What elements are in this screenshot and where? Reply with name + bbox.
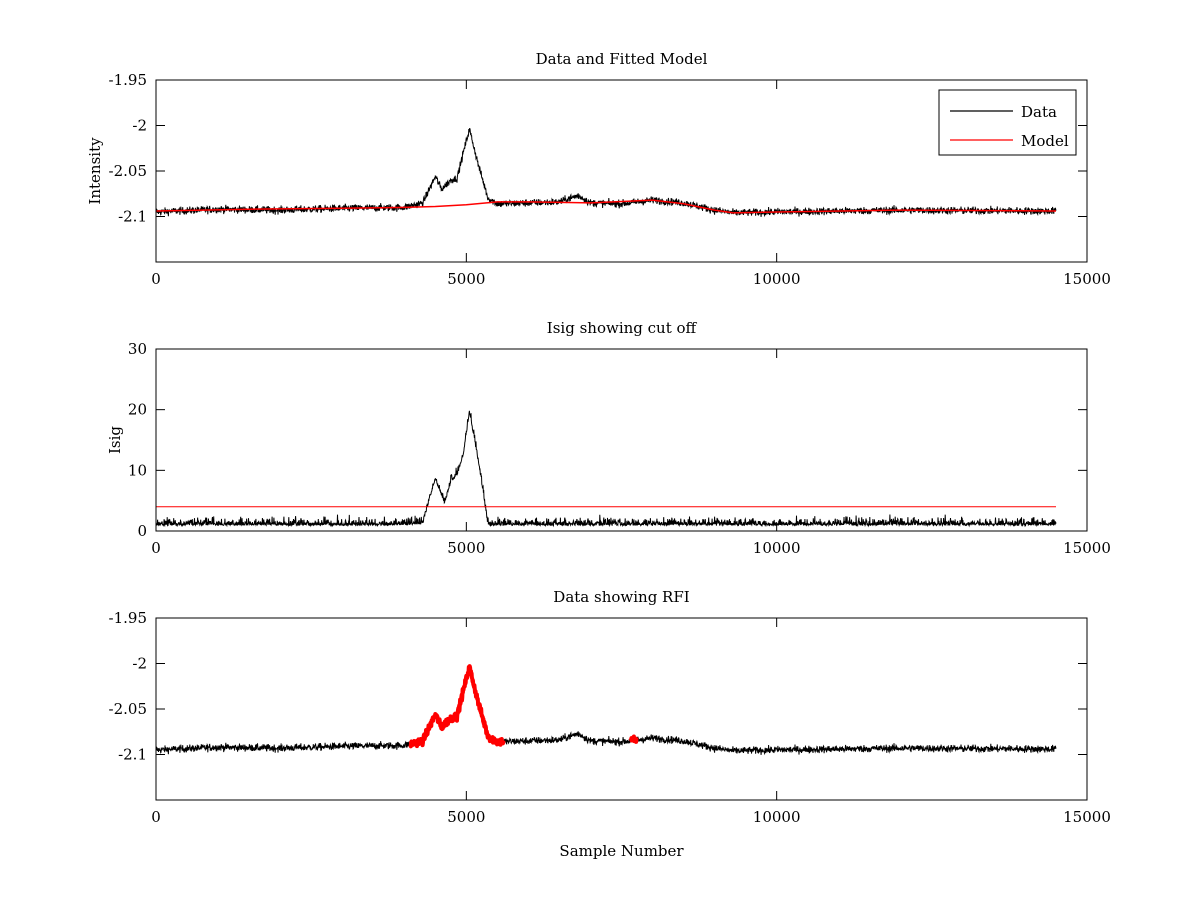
x-tick-label: 10000 (753, 808, 801, 826)
plot-area (156, 80, 1087, 262)
subplot-3 (155, 617, 1088, 801)
y-tick-label: -1.95 (109, 71, 147, 89)
chart-title: Data showing RFI (553, 588, 689, 606)
x-tick-label: 0 (151, 539, 161, 557)
y-tick-label: -2.05 (109, 162, 147, 180)
x-tick-label: 10000 (753, 539, 801, 557)
x-tick-label: 5000 (447, 539, 485, 557)
y-tick-label: 30 (128, 340, 147, 358)
x-tick-label: 15000 (1063, 539, 1111, 557)
x-tick-label: 0 (151, 270, 161, 288)
subplot-2 (155, 348, 1088, 532)
x-tick-label: 0 (151, 808, 161, 826)
legend-label-model: Model (1021, 132, 1069, 150)
legend (938, 89, 1077, 156)
subplot-1 (155, 79, 1088, 263)
axes-box (155, 348, 1088, 532)
x-tick-label: 5000 (447, 270, 485, 288)
series-isig (155, 410, 1057, 528)
chart-title: Data and Fitted Model (536, 50, 708, 68)
y-axis-label: Isig (106, 426, 124, 454)
plot-area (156, 349, 1087, 531)
y-tick-label: -2 (132, 655, 147, 673)
x-tick-label: 10000 (753, 270, 801, 288)
x-tick-label: 5000 (447, 808, 485, 826)
y-tick-label: 10 (128, 461, 147, 479)
plot-area (156, 618, 1087, 800)
x-tick-label: 15000 (1063, 270, 1111, 288)
y-axis-label: Intensity (86, 137, 104, 205)
series-rfi-segment (408, 664, 506, 749)
y-tick-label: -2 (132, 117, 147, 135)
y-tick-label: 20 (128, 401, 147, 419)
series-model (155, 199, 1057, 214)
series-rfi-segment (628, 734, 639, 744)
x-axis-label: Sample Number (559, 842, 684, 860)
legend-label-data: Data (1021, 103, 1057, 121)
y-tick-label: -2.05 (109, 700, 147, 718)
x-tick-label: 15000 (1063, 808, 1111, 826)
y-tick-label: 0 (137, 522, 147, 540)
y-tick-label: -1.95 (109, 609, 147, 627)
y-tick-label: -2.1 (118, 208, 147, 226)
chart-title: Isig showing cut off (547, 319, 698, 337)
y-tick-label: -2.1 (118, 746, 147, 764)
series-data (155, 665, 1057, 756)
legend-box (938, 89, 1077, 156)
